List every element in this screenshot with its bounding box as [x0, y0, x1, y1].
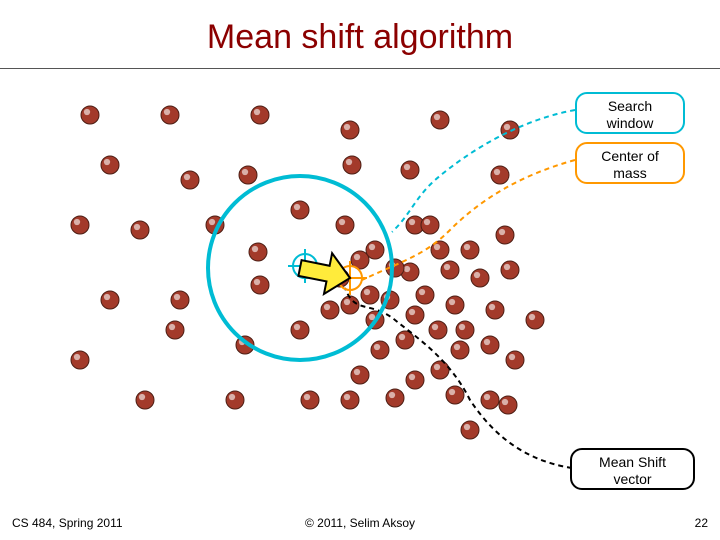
data-point	[406, 306, 424, 324]
callout-center-of-mass: Center ofmass	[575, 142, 685, 184]
data-point	[486, 301, 504, 319]
data-point	[341, 296, 359, 314]
data-point	[431, 361, 449, 379]
data-point	[131, 221, 149, 239]
data-point	[471, 269, 489, 287]
data-point	[181, 171, 199, 189]
data-point	[506, 351, 524, 369]
data-point	[81, 106, 99, 124]
data-point	[336, 216, 354, 234]
data-point	[166, 321, 184, 339]
data-point	[421, 216, 439, 234]
data-point	[291, 201, 309, 219]
data-point	[71, 351, 89, 369]
data-point	[406, 371, 424, 389]
data-point	[401, 161, 419, 179]
data-point	[386, 389, 404, 407]
data-point	[446, 386, 464, 404]
data-point	[361, 286, 379, 304]
data-point	[526, 311, 544, 329]
data-point	[481, 336, 499, 354]
data-point	[101, 291, 119, 309]
data-point	[343, 156, 361, 174]
data-point	[291, 321, 309, 339]
data-point	[366, 241, 384, 259]
data-point	[461, 241, 479, 259]
data-point	[481, 391, 499, 409]
data-point	[136, 391, 154, 409]
data-point	[431, 111, 449, 129]
data-point	[429, 321, 447, 339]
data-point	[226, 391, 244, 409]
footer-center: © 2011, Selim Aksoy	[0, 516, 720, 530]
data-point	[371, 341, 389, 359]
callout-search-window: Searchwindow	[575, 92, 685, 134]
data-point	[251, 106, 269, 124]
data-point	[239, 166, 257, 184]
data-point	[491, 166, 509, 184]
data-point	[71, 216, 89, 234]
data-point	[496, 226, 514, 244]
data-point	[251, 276, 269, 294]
data-point	[321, 301, 339, 319]
data-point	[301, 391, 319, 409]
data-point	[461, 421, 479, 439]
data-point	[171, 291, 189, 309]
callout-mean-shift: Mean Shiftvector	[570, 448, 695, 490]
trail-search-window	[392, 110, 575, 232]
data-point	[451, 341, 469, 359]
data-point	[341, 391, 359, 409]
data-point	[396, 331, 414, 349]
data-point	[446, 296, 464, 314]
data-point	[456, 321, 474, 339]
footer-right: 22	[695, 516, 708, 530]
data-point	[341, 121, 359, 139]
data-point	[249, 243, 267, 261]
data-point	[351, 366, 369, 384]
data-point	[416, 286, 434, 304]
data-point	[101, 156, 119, 174]
data-point	[499, 396, 517, 414]
data-point	[161, 106, 179, 124]
data-point	[501, 261, 519, 279]
data-point	[441, 261, 459, 279]
data-point	[501, 121, 519, 139]
